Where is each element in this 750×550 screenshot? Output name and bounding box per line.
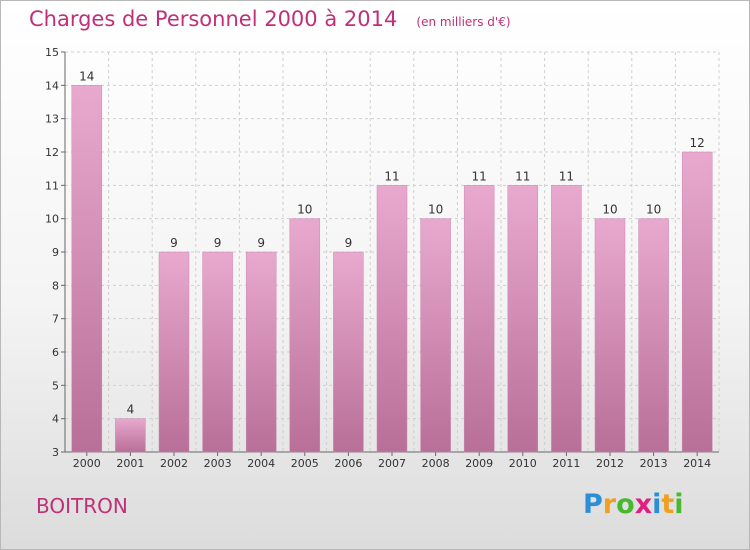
x-tick-label: 2010 — [509, 457, 537, 470]
bar-2000 — [71, 85, 103, 453]
bar-value-label: 11 — [515, 169, 530, 183]
brand-letter: x — [634, 489, 653, 520]
brand-letter: i — [652, 489, 662, 520]
bar-value-label: 11 — [384, 169, 399, 183]
title-row: Charges de Personnel 2000 à 2014 (en mil… — [29, 7, 511, 31]
y-tick-label: 10 — [45, 213, 59, 226]
bar-value-label: 14 — [79, 69, 94, 83]
brand-logo: Proxiti — [583, 489, 684, 520]
bar-2013 — [638, 218, 669, 453]
bar-2010 — [507, 185, 539, 453]
bar-2004 — [245, 251, 277, 453]
bar-2012 — [594, 218, 626, 453]
x-tick-label: 2002 — [160, 457, 188, 470]
x-tick-label: 2008 — [422, 457, 450, 470]
x-tick-label: 2005 — [291, 457, 319, 470]
y-tick-label: 5 — [52, 379, 59, 392]
x-tick-label: 2007 — [378, 457, 406, 470]
bar-2006 — [333, 251, 364, 453]
bar-value-label: 4 — [127, 403, 135, 417]
bar-value-label: 9 — [170, 236, 178, 250]
brand-letter: P — [583, 489, 603, 520]
bar-2002 — [158, 251, 190, 453]
brand-letter: t — [661, 489, 675, 520]
y-tick-label: 11 — [45, 179, 59, 192]
y-tick-label: 8 — [52, 279, 59, 292]
x-tick-label: 2001 — [116, 457, 144, 470]
bar-2009 — [463, 185, 495, 453]
bar-value-label: 10 — [646, 203, 661, 217]
x-tick-label: 2013 — [640, 457, 668, 470]
commune-name: BOITRON — [36, 494, 128, 518]
x-tick-label: 2014 — [683, 457, 711, 470]
bar-value-label: 10 — [602, 203, 617, 217]
bar-2008 — [420, 218, 451, 453]
y-tick-label: 7 — [52, 313, 59, 326]
bar-2005 — [289, 218, 321, 453]
x-tick-label: 2006 — [334, 457, 362, 470]
bar-value-label: 9 — [257, 236, 265, 250]
bar-value-label: 9 — [345, 236, 353, 250]
x-tick-label: 2011 — [552, 457, 580, 470]
x-tick-label: 2003 — [204, 457, 232, 470]
bar-value-label: 11 — [472, 169, 487, 183]
y-tick-label: 14 — [45, 79, 59, 92]
bar-2001 — [115, 418, 146, 453]
y-tick-label: 13 — [45, 113, 59, 126]
bar-2003 — [202, 251, 233, 453]
chart-title: Charges de Personnel 2000 à 2014 — [29, 7, 398, 31]
brand-letter: o — [616, 489, 635, 520]
bar-2007 — [376, 185, 408, 453]
bar-2011 — [551, 185, 582, 453]
bar-value-label: 12 — [690, 136, 705, 150]
y-tick-label: 6 — [52, 346, 59, 359]
bars — [71, 85, 713, 453]
y-tick-label: 4 — [52, 413, 59, 426]
brand-letter: r — [602, 489, 617, 520]
x-tick-label: 2004 — [247, 457, 275, 470]
bar-2014 — [681, 151, 713, 453]
bar-value-label: 10 — [428, 203, 443, 217]
y-tick-label: 3 — [52, 446, 59, 459]
x-tick-label: 2009 — [465, 457, 493, 470]
y-tick-label: 12 — [45, 146, 59, 159]
brand-letter: i — [674, 489, 684, 520]
y-tick-label: 9 — [52, 246, 59, 259]
labels: 3 4 5 6 7 8 9 10 11 12 13 14 15 14 2000 4 2001 9 2002 9 2003… — [45, 46, 711, 470]
bar-value-label: 11 — [559, 169, 574, 183]
y-tick-label: 15 — [45, 46, 59, 59]
x-tick-label: 2000 — [73, 457, 101, 470]
x-tick-label: 2012 — [596, 457, 624, 470]
bar-value-label: 9 — [214, 236, 222, 250]
bar-value-label: 10 — [297, 203, 312, 217]
chart-subtitle: (en milliers d'€) — [416, 15, 511, 29]
